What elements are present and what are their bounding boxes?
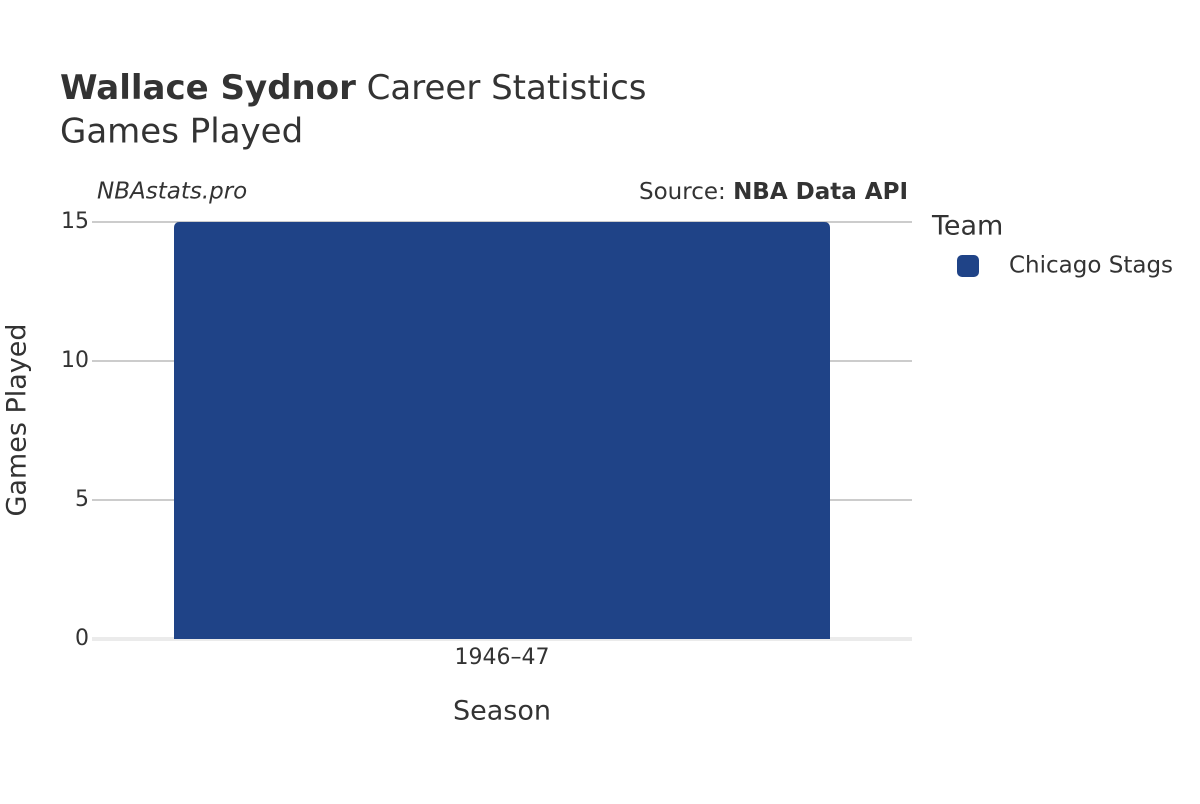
source-name: NBA Data API (733, 179, 908, 205)
y-tick-label: 15 (61, 209, 89, 234)
legend-swatch (957, 255, 979, 277)
y-tick-label: 10 (61, 348, 89, 373)
chart-subtitle: Games Played (60, 112, 303, 152)
y-tick-label: 5 (75, 487, 89, 512)
title-name: Wallace Sydnor (60, 68, 356, 108)
credit: NBAstats.pro (97, 179, 247, 205)
y-tick-label: 0 (75, 626, 89, 651)
y-axis-label: Games Played (2, 323, 33, 516)
bar (174, 222, 830, 639)
x-axis-label: Season (453, 696, 551, 727)
legend-title: Team (931, 211, 1003, 242)
source: Source: NBA Data API (639, 179, 908, 205)
title-rest: Career Statistics (367, 68, 647, 108)
x-tick-label: 1946–47 (455, 645, 550, 670)
chart-title: Wallace Sydnor Career Statistics (60, 68, 647, 108)
legend-label: Chicago Stags (1009, 253, 1173, 279)
source-label: Source: (639, 179, 726, 205)
